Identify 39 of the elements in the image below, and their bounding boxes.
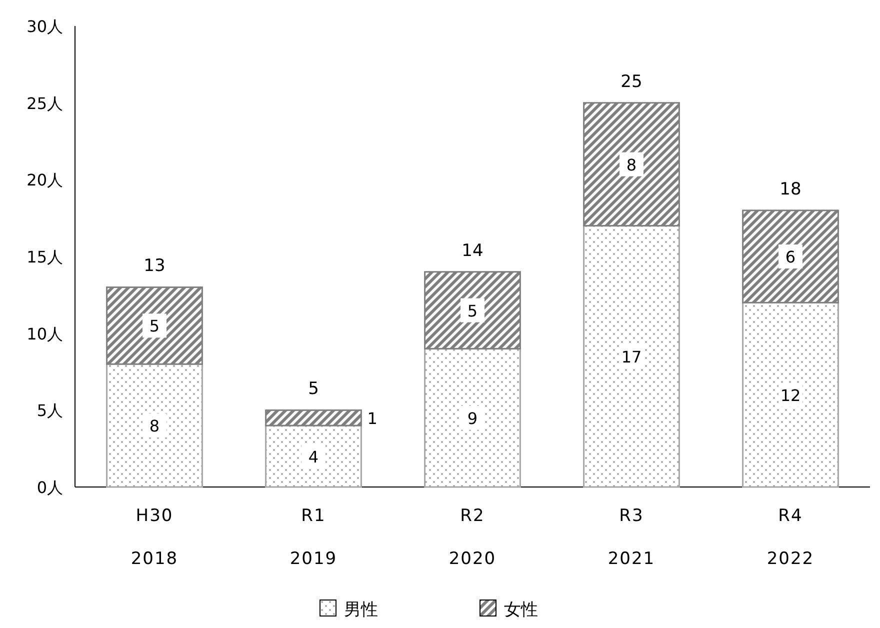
bar — [424, 271, 521, 350]
total-label: 25 — [620, 72, 642, 92]
data-label: 17 — [621, 347, 642, 366]
legend-label: 女性 — [504, 600, 538, 620]
bar — [265, 424, 362, 488]
category-label: R3 2021 — [608, 506, 656, 569]
y-tick-label: 0人 — [36, 478, 63, 497]
category-label: H30 2018 — [130, 506, 178, 569]
total-label: 5 — [308, 379, 319, 400]
y-tick-label: 5人 — [36, 401, 63, 420]
category-label: R1 2019 — [290, 506, 338, 569]
bar — [742, 210, 839, 304]
bar — [106, 363, 203, 488]
total-label: 18 — [780, 179, 802, 200]
bar — [106, 286, 203, 365]
data-label: 12 — [780, 386, 801, 405]
y-tick-label: 10人 — [26, 324, 63, 344]
data-label: 5 — [149, 316, 160, 336]
data-label: 8 — [149, 416, 160, 436]
category-label: R4 2022 — [766, 506, 814, 569]
data-label: 8 — [626, 155, 637, 174]
y-tick-label: 25人 — [26, 94, 63, 113]
data-label: 9 — [467, 408, 478, 428]
data-label: 1 — [367, 408, 378, 428]
bar — [265, 409, 362, 426]
data-label: 6 — [785, 248, 796, 266]
y-tick-label: 15人 — [26, 248, 63, 266]
category-label: R2 2020 — [448, 506, 496, 569]
bar — [583, 102, 680, 227]
y-tick-label: 30人 — [26, 17, 63, 36]
legend-label: 男性 — [344, 600, 378, 620]
bar — [742, 302, 839, 488]
data-label: 5 — [467, 301, 478, 320]
total-label: 13 — [144, 256, 166, 276]
y-tick-label: 20人 — [26, 170, 63, 190]
bar — [424, 348, 521, 488]
total-label: 14 — [462, 240, 484, 261]
bar — [583, 225, 680, 488]
data-label: 4 — [308, 447, 319, 466]
